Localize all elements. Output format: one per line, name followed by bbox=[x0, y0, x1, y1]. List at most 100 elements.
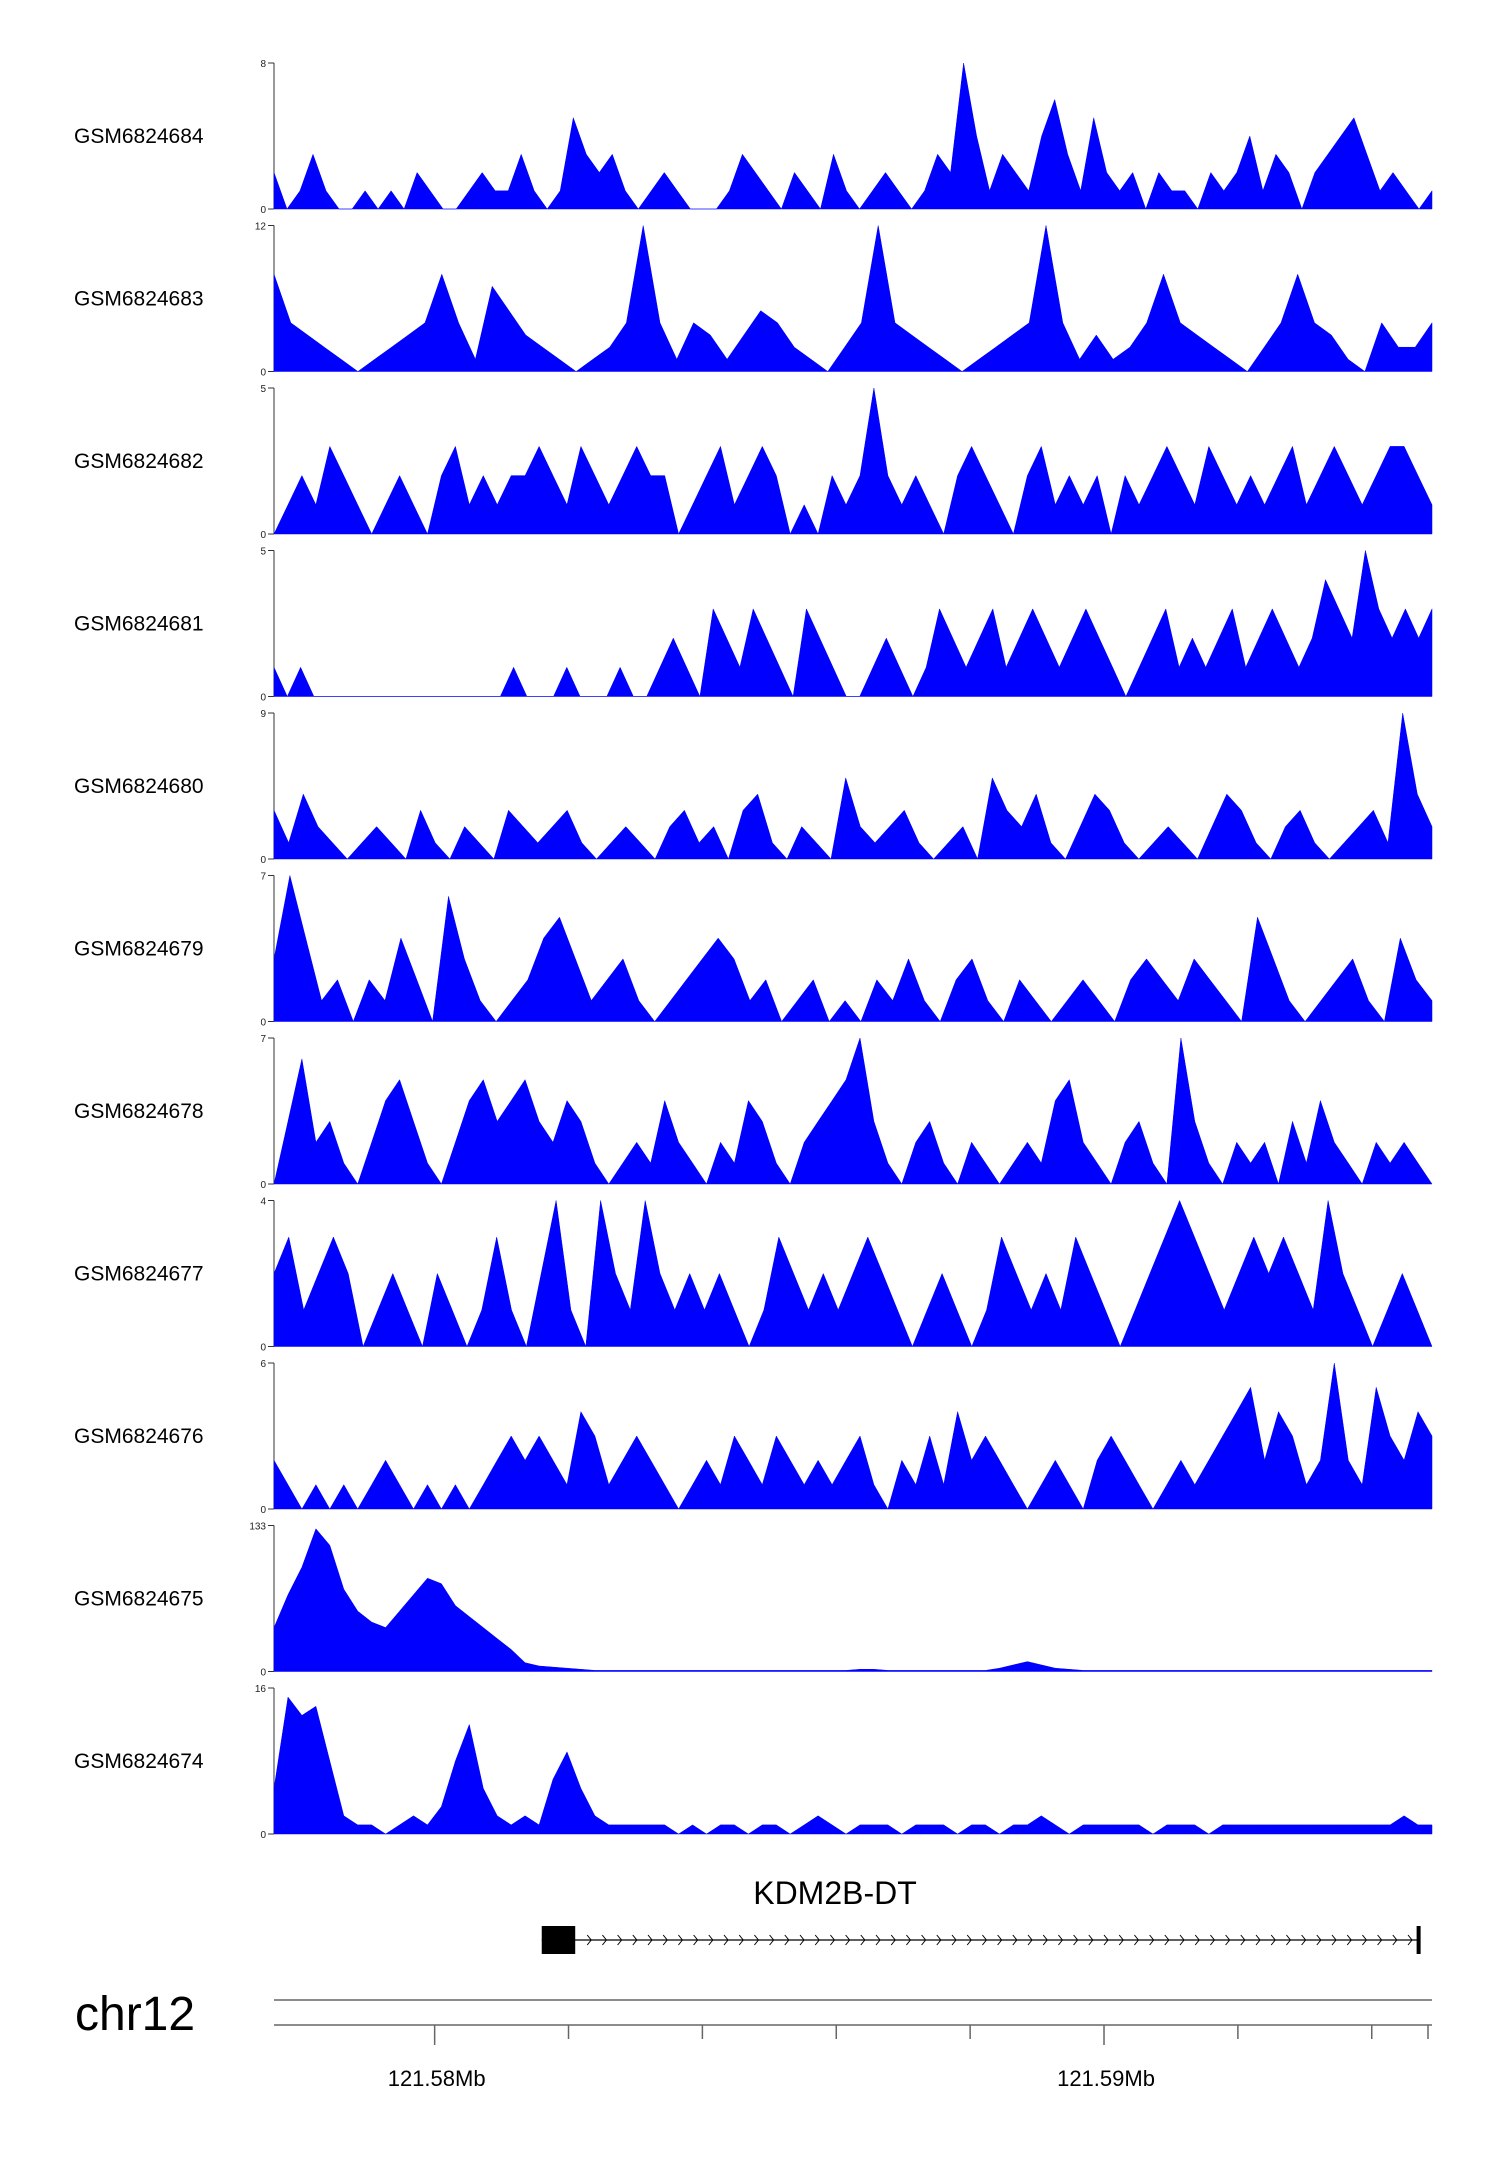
strand-arrow bbox=[936, 1934, 942, 1946]
strand-arrow bbox=[602, 1934, 608, 1946]
coverage-area bbox=[273, 1362, 1433, 1510]
y-tick-label-max: 9 bbox=[260, 709, 266, 720]
strand-arrow bbox=[1377, 1934, 1383, 1946]
track-GSM6824682: GSM6824682 5 0 bbox=[74, 384, 1433, 541]
strand-arrow bbox=[921, 1934, 927, 1946]
track-label: GSM6824676 bbox=[74, 1425, 204, 1448]
gene-annotation: KDM2B-DT bbox=[541, 1875, 1421, 1954]
strand-arrow bbox=[1164, 1934, 1170, 1946]
strand-arrow bbox=[1118, 1934, 1124, 1946]
y-tick-label-max: 4 bbox=[260, 1197, 266, 1208]
track-label: GSM6824677 bbox=[74, 1263, 204, 1286]
y-tick-label-zero: 0 bbox=[260, 1180, 266, 1191]
track-label: GSM6824682 bbox=[74, 450, 204, 473]
coverage-area bbox=[273, 225, 1433, 372]
strand-arrow bbox=[845, 1934, 851, 1946]
coverage-area bbox=[273, 550, 1433, 698]
strand-arrow bbox=[723, 1934, 729, 1946]
strand-arrow bbox=[1407, 1934, 1413, 1946]
y-tick-label-zero: 0 bbox=[260, 1505, 266, 1516]
strand-arrow bbox=[693, 1934, 699, 1946]
strand-arrow bbox=[906, 1934, 912, 1946]
coverage-area bbox=[273, 712, 1433, 860]
y-tick-label-zero: 0 bbox=[260, 1668, 266, 1679]
strand-arrow bbox=[1316, 1934, 1322, 1946]
track-GSM6824676: GSM6824676 6 0 bbox=[74, 1359, 1433, 1516]
strand-arrow bbox=[860, 1934, 866, 1946]
strand-arrow bbox=[875, 1934, 881, 1946]
strand-arrow bbox=[1179, 1934, 1185, 1946]
strand-arrow bbox=[1149, 1934, 1155, 1946]
strand-arrow bbox=[890, 1934, 896, 1946]
track-label: GSM6824681 bbox=[74, 613, 204, 636]
y-tick-label-zero: 0 bbox=[260, 1830, 266, 1841]
track-label: GSM6824674 bbox=[74, 1750, 204, 1773]
chromosome-axis: chr12 121.58Mb 121.59Mb bbox=[75, 1988, 1432, 2091]
strand-arrow bbox=[1270, 1934, 1276, 1946]
strand-arrow bbox=[1301, 1934, 1307, 1946]
strand-arrow bbox=[1073, 1934, 1079, 1946]
strand-arrow bbox=[1346, 1934, 1352, 1946]
y-tick-label-max: 8 bbox=[260, 59, 266, 70]
y-tick-label-zero: 0 bbox=[260, 1018, 266, 1029]
gene-exon bbox=[541, 1926, 576, 1954]
y-tick-label-zero: 0 bbox=[260, 368, 266, 379]
y-tick-label-max: 12 bbox=[255, 222, 267, 233]
strand-arrow bbox=[754, 1934, 760, 1946]
strand-arrow bbox=[1134, 1934, 1140, 1946]
coverage-area bbox=[273, 1199, 1433, 1348]
track-label: GSM6824684 bbox=[74, 125, 204, 148]
y-tick-label-zero: 0 bbox=[260, 1343, 266, 1354]
strand-arrow bbox=[997, 1934, 1003, 1946]
strand-arrow bbox=[708, 1934, 714, 1946]
strand-arrow bbox=[966, 1934, 972, 1946]
strand-arrow bbox=[814, 1934, 820, 1946]
y-tick-label-max: 5 bbox=[260, 547, 266, 558]
gene-end-mark bbox=[1416, 1926, 1421, 1954]
strand-arrow bbox=[647, 1934, 653, 1946]
strand-arrow bbox=[1012, 1934, 1018, 1946]
strand-arrow bbox=[1088, 1934, 1094, 1946]
track-GSM6824684: GSM6824684 8 0 bbox=[74, 59, 1433, 216]
track-GSM6824675: GSM6824675 133 0 bbox=[74, 1522, 1433, 1679]
track-label: GSM6824675 bbox=[74, 1588, 204, 1611]
y-tick-label-zero: 0 bbox=[260, 205, 266, 216]
y-tick-label-zero: 0 bbox=[260, 530, 266, 541]
track-label: GSM6824680 bbox=[74, 775, 204, 798]
strand-arrow bbox=[1392, 1934, 1398, 1946]
y-tick-label-max: 6 bbox=[260, 1359, 266, 1370]
strand-arrow bbox=[1255, 1934, 1261, 1946]
strand-arrow bbox=[982, 1934, 988, 1946]
coverage-area bbox=[273, 1528, 1433, 1672]
strand-arrow bbox=[1210, 1934, 1216, 1946]
strand-arrow bbox=[617, 1934, 623, 1946]
strand-arrow bbox=[662, 1934, 668, 1946]
x-tick-label: 121.58Mb bbox=[388, 2066, 486, 2091]
coverage-area bbox=[273, 1696, 1433, 1835]
coverage-tracks: GSM682468480GSM6824683120GSM682468250GSM… bbox=[74, 59, 1433, 1841]
y-tick-label-zero: 0 bbox=[260, 693, 266, 704]
strand-arrow bbox=[784, 1934, 790, 1946]
coverage-area bbox=[273, 1037, 1433, 1185]
strand-arrow bbox=[1331, 1934, 1337, 1946]
track-GSM6824683: GSM6824683 12 0 bbox=[74, 222, 1433, 379]
y-tick-label-zero: 0 bbox=[260, 855, 266, 866]
strand-arrow bbox=[1042, 1934, 1048, 1946]
strand-arrow bbox=[1103, 1934, 1109, 1946]
strand-arrow bbox=[1240, 1934, 1246, 1946]
strand-arrow bbox=[830, 1934, 836, 1946]
track-label: GSM6824683 bbox=[74, 288, 204, 311]
y-tick-label-max: 133 bbox=[249, 1522, 266, 1533]
y-tick-label-max: 7 bbox=[260, 1034, 266, 1045]
strand-arrow bbox=[1362, 1934, 1368, 1946]
track-GSM6824678: GSM6824678 7 0 bbox=[74, 1034, 1433, 1191]
strand-arrow bbox=[1194, 1934, 1200, 1946]
x-tick-label: 121.59Mb bbox=[1057, 2066, 1155, 2091]
strand-arrow bbox=[951, 1934, 957, 1946]
track-GSM6824680: GSM6824680 9 0 bbox=[74, 709, 1433, 866]
strand-arrow bbox=[632, 1934, 638, 1946]
y-tick-label-max: 5 bbox=[260, 384, 266, 395]
strand-arrow bbox=[1286, 1934, 1292, 1946]
strand-arrow bbox=[586, 1934, 592, 1946]
